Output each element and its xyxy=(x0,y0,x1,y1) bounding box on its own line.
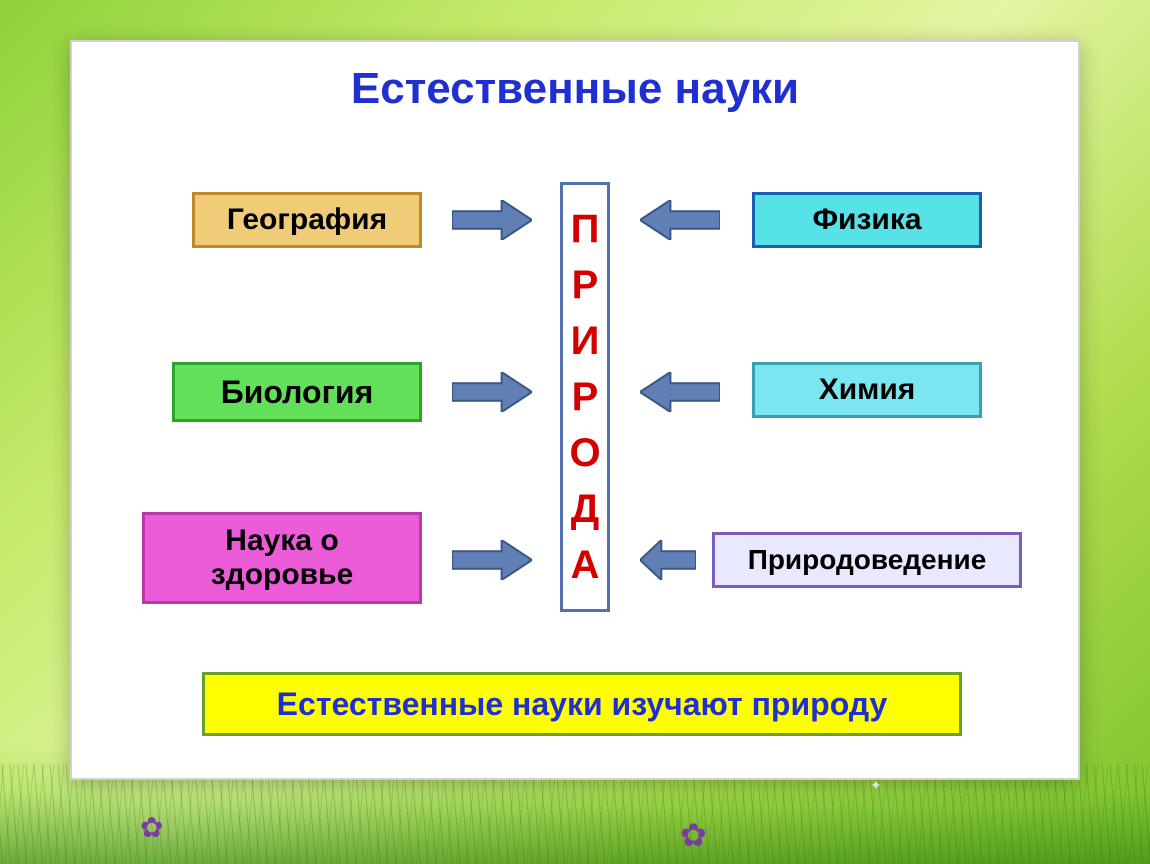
center-letter: И xyxy=(571,321,600,361)
center-letter: О xyxy=(569,433,600,473)
slide-title: Естественные науки xyxy=(72,64,1078,114)
flower-icon: ✿ xyxy=(680,816,707,854)
center-word-column: ПРИРОДА xyxy=(560,182,610,612)
slide-panel: Естественные науки ПРИРОДА ГеографияФизи… xyxy=(70,40,1080,780)
arrow-right xyxy=(452,372,532,412)
center-letter: А xyxy=(571,545,600,585)
node-geography: География xyxy=(192,192,422,248)
node-natsci: Природоведение xyxy=(712,532,1022,588)
node-chemistry: Химия xyxy=(752,362,982,418)
arrow-right xyxy=(452,540,532,580)
arrow-left xyxy=(640,200,720,240)
flower-icon: ✿ xyxy=(140,811,163,844)
arrow-right xyxy=(452,200,532,240)
center-letter: П xyxy=(571,209,600,249)
center-letter: Д xyxy=(571,489,600,529)
footer-statement: Естественные науки изучают природу xyxy=(202,672,962,736)
center-letter: Р xyxy=(572,377,599,417)
node-biology: Биология xyxy=(172,362,422,422)
node-health: Наука о здоровье xyxy=(142,512,422,604)
arrow-left xyxy=(640,540,696,580)
center-letter: Р xyxy=(572,265,599,305)
arrow-left xyxy=(640,372,720,412)
node-physics: Физика xyxy=(752,192,982,248)
